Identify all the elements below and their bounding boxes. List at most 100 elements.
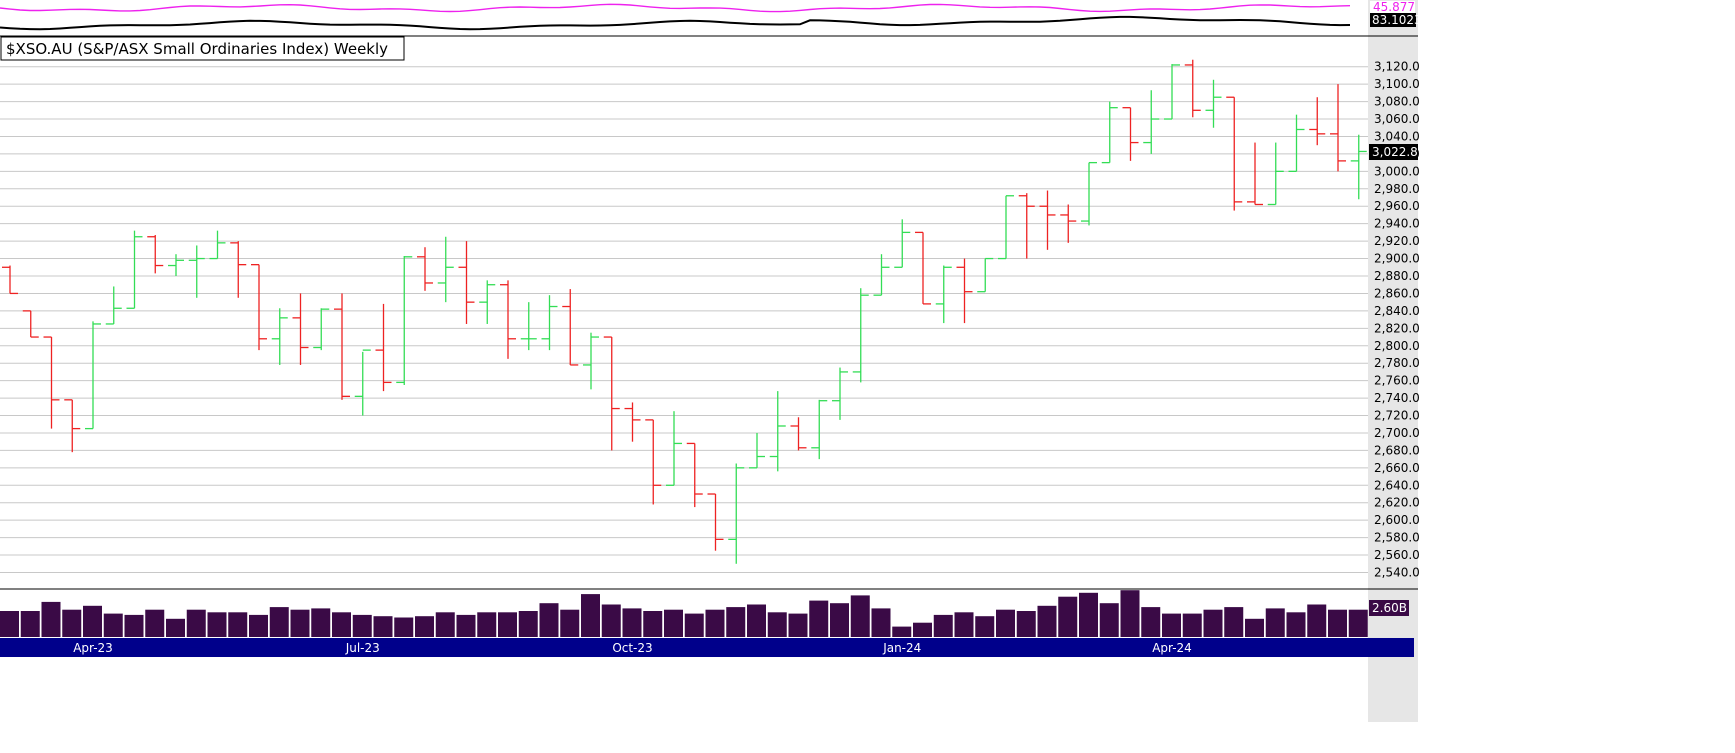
chart-title: $XSO.AU (S&P/ASX Small Ordinaries Index)…	[6, 40, 388, 58]
last-price-label: 3,022.8	[1372, 145, 1418, 159]
volume-bar	[809, 600, 829, 637]
volume-bar	[498, 612, 517, 637]
volume-bar	[0, 611, 19, 637]
volume-bar	[311, 608, 331, 637]
volume-bar	[622, 608, 642, 637]
volume-bar	[705, 609, 725, 637]
x-tick-label: Apr-23	[73, 641, 113, 655]
y-tick-label: 3,120.0	[1374, 60, 1420, 74]
y-tick-label: 3,060.0	[1374, 112, 1420, 126]
volume-bar	[1079, 592, 1098, 637]
ohlc-bar	[292, 293, 309, 365]
ohlc-bar	[1184, 59, 1201, 118]
ohlc-bar	[230, 241, 247, 298]
ohlc-bar	[1226, 96, 1243, 211]
ohlc-bar	[935, 265, 952, 324]
y-tick-label: 2,680.0	[1374, 443, 1420, 457]
ohlc-bar	[832, 367, 848, 420]
volume-bar	[20, 611, 40, 637]
volume-bar	[1307, 604, 1327, 637]
volume-bar	[664, 609, 683, 637]
volume-bar	[788, 613, 808, 637]
ohlc-bar	[458, 241, 475, 324]
volume-bar	[477, 612, 497, 637]
volume-bar	[518, 611, 538, 637]
price-axis-labels: 2,540.0 2,560.0 2,580.0 2,600.0 2,620.0 2,640…	[1374, 60, 1420, 580]
volume-bar	[954, 612, 974, 637]
ohlc-bar	[915, 231, 931, 305]
ohlc-bar	[541, 295, 558, 351]
y-tick-label: 2,740.0	[1374, 391, 1420, 405]
ohlc-bar	[1143, 90, 1160, 154]
y-tick-label: 2,900.0	[1374, 252, 1420, 266]
volume-bar	[1224, 607, 1244, 637]
x-tick-label: Jul-23	[345, 641, 380, 655]
ohlc-bar	[1309, 97, 1326, 146]
ohlc-bar	[520, 302, 537, 351]
ohlc-bar	[686, 442, 703, 508]
volume-bar	[41, 601, 61, 637]
indicator-value-2: 83.1023	[1372, 13, 1422, 27]
y-tick-label: 2,560.0	[1374, 548, 1420, 562]
y-tick-label: 3,040.0	[1374, 129, 1420, 143]
volume-bar	[186, 609, 206, 637]
ohlc-bar	[1330, 84, 1346, 172]
y-tick-label: 2,700.0	[1374, 426, 1420, 440]
ohlc-bar	[852, 288, 869, 383]
volume-bar	[207, 612, 227, 637]
ohlc-bar	[707, 493, 724, 551]
indicator-line-1	[0, 3, 1351, 13]
x-tick-label: Oct-23	[612, 641, 652, 655]
volume-bar	[871, 608, 891, 637]
y-tick-label: 2,980.0	[1374, 182, 1420, 196]
volume-bar	[601, 604, 621, 637]
x-tick-label: Apr-24	[1152, 641, 1192, 655]
indicator-badge-1	[1370, 1, 1415, 13]
volume-bar	[1058, 596, 1078, 637]
ohlc-bar	[624, 402, 641, 442]
volume-bar	[1182, 613, 1202, 637]
volume-bar	[1286, 612, 1306, 637]
volume-bar	[1162, 613, 1181, 637]
volume-bar	[332, 612, 351, 637]
ohlc-bar	[126, 230, 143, 309]
volume-bar	[62, 609, 82, 637]
volume-bar	[1099, 603, 1119, 637]
date-axis-labels: Apr-23 Jul-23 Oct-23 Jan-24 Apr-24	[73, 641, 1192, 655]
ohlc-bar	[105, 286, 122, 325]
ohlc-bar	[85, 321, 101, 430]
y-tick-label: 2,880.0	[1374, 269, 1420, 283]
ohlc-bar	[271, 308, 288, 365]
ohlc-bar	[562, 289, 579, 366]
volume-bar	[394, 617, 414, 637]
volume-bar	[1203, 609, 1223, 637]
y-tick-label: 2,860.0	[1374, 286, 1420, 300]
volume-bar	[560, 609, 580, 637]
volume-bar	[249, 614, 268, 637]
volume-bar	[830, 603, 849, 637]
volume-bar	[435, 612, 455, 637]
ohlc-bar	[479, 280, 496, 324]
ohlc-bar	[1164, 64, 1180, 120]
ohlc-bar	[168, 254, 184, 276]
ohlc-bar	[64, 399, 81, 453]
volume-bar	[415, 616, 434, 637]
ohlc-bar	[583, 332, 599, 390]
volume-bar	[1328, 609, 1347, 637]
ohlc-bar	[645, 419, 662, 505]
volume-bar	[892, 626, 912, 637]
y-tick-label: 2,720.0	[1374, 409, 1420, 423]
y-tick-label: 2,660.0	[1374, 461, 1420, 475]
volume-bar	[1265, 608, 1285, 637]
ohlc-bar	[1039, 190, 1056, 250]
volume-bar	[1348, 609, 1368, 637]
ohlc-bar	[998, 195, 1014, 260]
volume-bar	[456, 614, 476, 637]
volume-bar	[767, 612, 787, 637]
ohlc-bar	[375, 303, 392, 392]
volume-bar	[373, 616, 393, 637]
y-tick-label: 2,640.0	[1374, 478, 1420, 492]
volume-label: 2.60B	[1372, 601, 1407, 615]
ohlc-bar	[1288, 114, 1305, 172]
